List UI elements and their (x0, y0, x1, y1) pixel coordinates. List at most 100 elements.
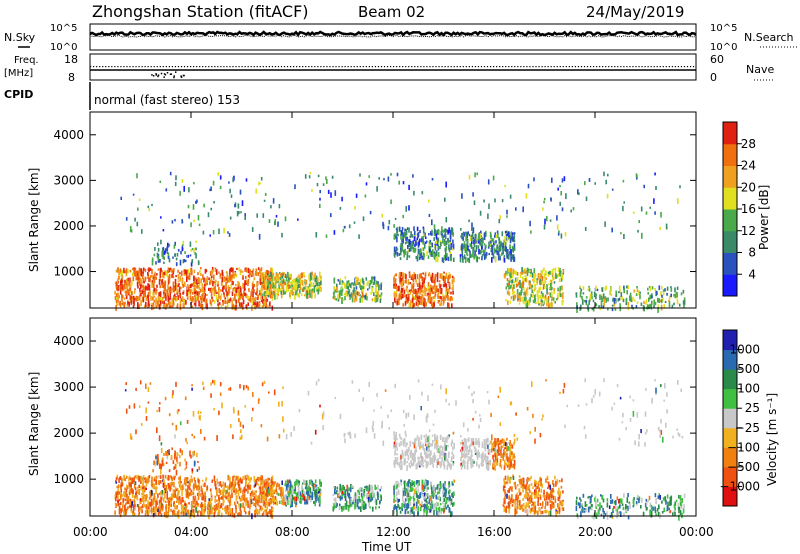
nave-dot (580, 66, 583, 68)
range-cell (142, 484, 144, 490)
range-cell (365, 182, 368, 186)
range-cell (269, 294, 271, 298)
range-cell (443, 229, 446, 232)
range-cell (465, 256, 467, 259)
range-cell (506, 215, 508, 218)
range-cell (150, 282, 153, 288)
range-cell (268, 477, 270, 481)
range-cell (302, 497, 304, 500)
range-cell (227, 485, 229, 490)
range-cell (289, 499, 291, 505)
range-cell (423, 297, 425, 303)
range-cell (542, 293, 544, 297)
range-cell (406, 257, 408, 261)
range-cell (463, 232, 465, 237)
range-cell (197, 510, 199, 517)
range-cell (649, 286, 652, 292)
range-cell (201, 298, 204, 301)
range-cell (135, 274, 138, 281)
nave-dot (211, 66, 213, 68)
range-cell (281, 487, 283, 491)
range-cell (197, 295, 199, 302)
range-cell (318, 497, 321, 503)
range-cell (250, 291, 252, 297)
range-cell (610, 293, 613, 297)
range-cell (259, 289, 261, 294)
range-cell (251, 300, 254, 305)
range-cell (191, 478, 193, 483)
range-cell (657, 304, 660, 307)
range-cell (293, 488, 295, 494)
range-cell (362, 287, 364, 294)
range-cell (226, 297, 229, 303)
range-cell (629, 292, 632, 298)
range-cell (359, 297, 361, 303)
range-cell (339, 503, 341, 507)
range-cell (147, 300, 150, 303)
range-cell (575, 292, 578, 298)
range-cell (317, 174, 320, 178)
range-cell (339, 278, 341, 281)
range-cell (252, 269, 254, 274)
range-cell (529, 282, 531, 288)
range-cell (431, 252, 434, 257)
range-cell (233, 485, 236, 491)
range-cell (167, 255, 170, 260)
range-cell (173, 286, 175, 291)
range-cell (611, 227, 613, 233)
range-cell (600, 300, 603, 307)
range-cell (512, 291, 514, 295)
range-cell (587, 288, 589, 291)
range-cell (407, 294, 410, 298)
range-cell (295, 287, 297, 292)
range-cell (345, 489, 347, 492)
range-cell (223, 227, 225, 234)
range-cell (202, 483, 205, 488)
range-cell (473, 238, 476, 244)
nave-dot (635, 66, 637, 68)
range-cell (159, 475, 162, 479)
nave-dot (583, 66, 586, 68)
range-cell (396, 230, 398, 236)
range-cell (182, 485, 185, 491)
range-cell (424, 492, 426, 497)
range-cell (368, 494, 371, 498)
range-cell (429, 249, 431, 255)
range-cell (636, 286, 638, 289)
range-cell (327, 189, 330, 194)
range-cell (192, 288, 195, 294)
range-cell (165, 500, 167, 503)
range-cell (167, 450, 169, 455)
nave-dot (344, 66, 346, 68)
range-cell (164, 488, 167, 494)
range-cell (222, 286, 224, 293)
range-cell (449, 508, 451, 513)
range-cell (544, 279, 546, 284)
range-cell (127, 283, 129, 287)
nave-dot (511, 66, 513, 68)
range-cell (529, 270, 531, 273)
range-cell (274, 496, 277, 501)
range-cell (215, 295, 218, 301)
range-cell (240, 293, 242, 299)
range-cell (421, 285, 423, 289)
range-cell (148, 509, 150, 514)
range-cell (136, 221, 139, 227)
range-cell (483, 199, 485, 203)
range-cell (218, 497, 221, 501)
range-cell (229, 501, 231, 507)
range-cell (144, 276, 147, 282)
range-cell (380, 282, 383, 286)
range-cell (259, 279, 262, 285)
range-cell (368, 484, 371, 491)
range-cell (622, 298, 625, 303)
range-cell (166, 251, 169, 254)
range-cell (339, 206, 342, 210)
range-cell (448, 297, 451, 302)
range-cell (584, 181, 586, 186)
range-cell (212, 230, 215, 235)
range-cell (549, 302, 552, 308)
range-cell (434, 230, 436, 234)
range-cell (447, 229, 449, 235)
nave-dot (471, 66, 473, 68)
